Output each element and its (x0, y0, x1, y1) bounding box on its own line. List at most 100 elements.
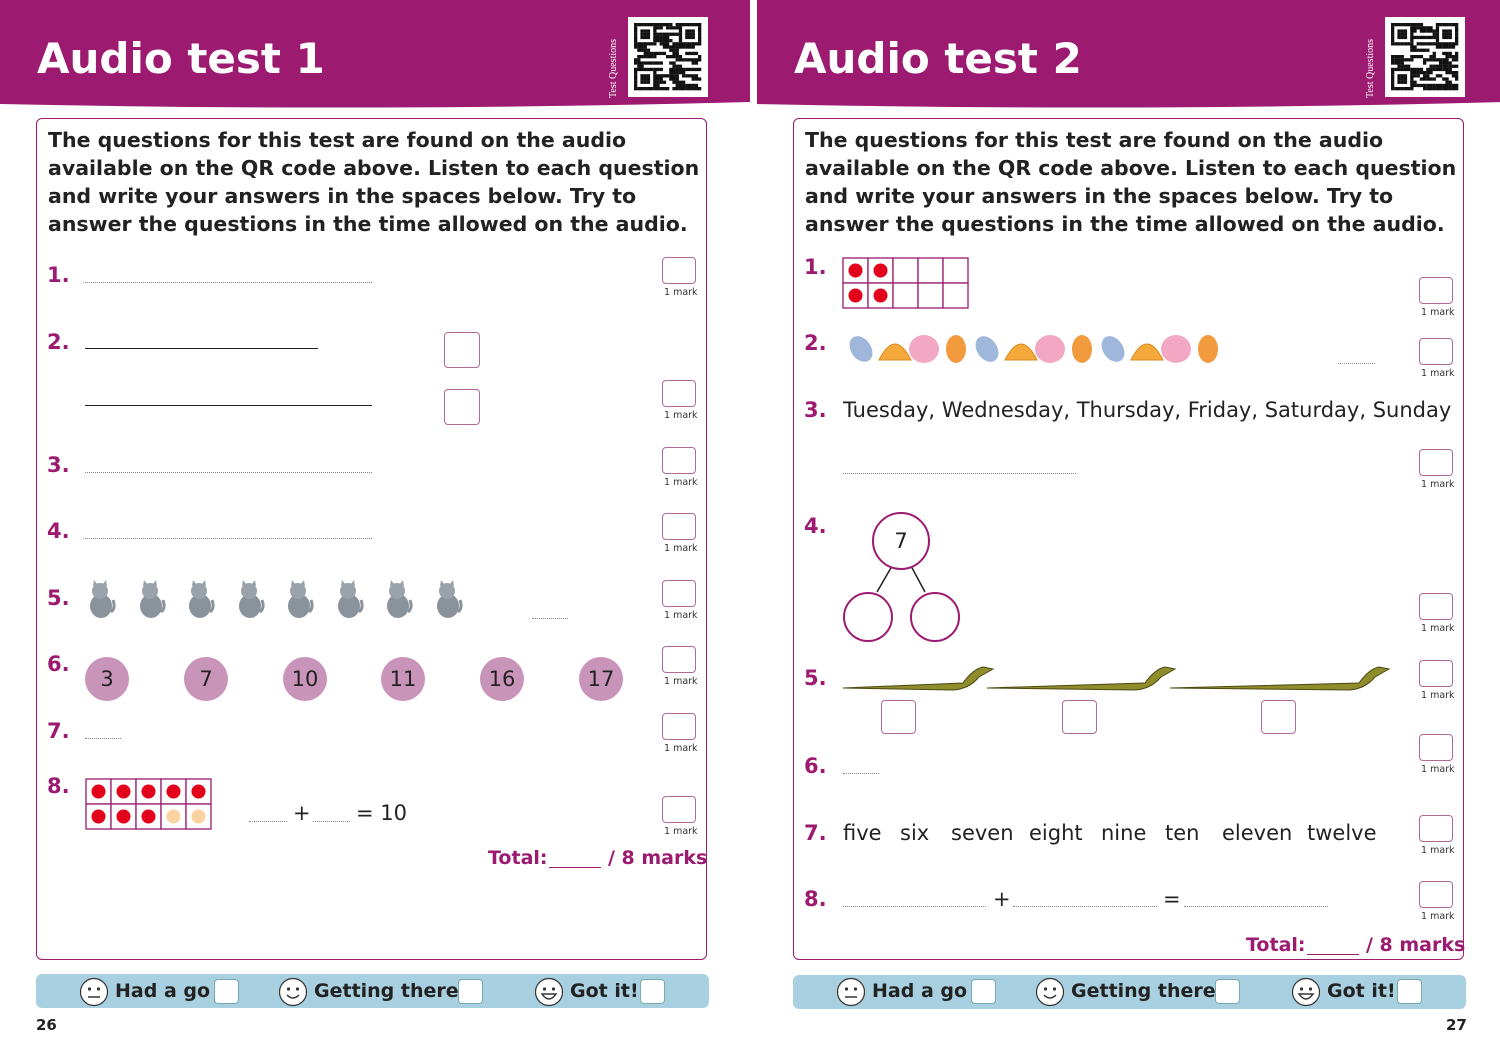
face-icon (1035, 977, 1065, 1007)
cat-icon (436, 580, 463, 618)
total-out-of: / 8 marks (1366, 934, 1466, 956)
shell-icon (909, 335, 939, 363)
number-circle: 16 (480, 657, 524, 701)
shell-icon (945, 335, 966, 363)
number-word: ten (1165, 821, 1200, 845)
bond-number: 7 (894, 529, 908, 553)
total-line (549, 867, 601, 868)
total-line (1307, 954, 1359, 955)
mark-box (1419, 338, 1453, 365)
mark-box (662, 447, 696, 474)
shell-icon (1071, 335, 1092, 363)
face-icon (836, 977, 866, 1007)
answer-line (85, 405, 372, 406)
header-band (757, 0, 1500, 108)
answer-line (85, 282, 372, 283)
number-word: eight (1029, 821, 1083, 845)
shell-icon (877, 343, 912, 361)
shell-icon (849, 336, 873, 362)
answer-line (1338, 363, 1375, 364)
question-number: 1. (47, 263, 70, 287)
mark-box (1419, 660, 1453, 687)
mark-box (662, 380, 696, 407)
number-circle: 3 (85, 657, 129, 701)
page-title: Audio test 2 (794, 34, 1082, 83)
mark-box (1419, 449, 1453, 476)
mark-label: 1 mark (1421, 623, 1455, 634)
instructions: The questions for this test are found on… (805, 128, 1457, 236)
mark-box (662, 646, 696, 673)
mark-label: 1 mark (664, 477, 698, 488)
answer-box (1261, 700, 1296, 734)
mark-label: 1 mark (1421, 764, 1455, 775)
answer-line (249, 821, 287, 822)
number-word: six (900, 821, 930, 845)
question-number: 4. (804, 514, 827, 538)
mark-box (1419, 277, 1453, 304)
question-number: 5. (804, 666, 827, 690)
answer-line (532, 618, 568, 619)
number-word: seven (951, 821, 1014, 845)
equals-text: = (1163, 887, 1181, 911)
face-icon (534, 977, 564, 1007)
qr-code (1385, 17, 1465, 97)
mark-box (1419, 881, 1453, 908)
cat-icon (238, 580, 265, 618)
shell-icon (1161, 335, 1191, 363)
shell-icon (975, 336, 999, 362)
answer-box (881, 700, 916, 734)
rating-checkbox[interactable] (214, 979, 239, 1004)
mark-box (1419, 734, 1453, 761)
rating-checkbox[interactable] (458, 979, 483, 1004)
mark-box (662, 713, 696, 740)
rating-label: Had a go (115, 980, 211, 1002)
rating-checkbox[interactable] (971, 979, 996, 1004)
shell-icon (1197, 335, 1218, 363)
number-word: eleven (1222, 821, 1293, 845)
cat-icon (189, 580, 215, 618)
rating-label: Got it! (570, 980, 639, 1002)
answer-line (85, 472, 372, 473)
answer-line (313, 821, 350, 822)
rating-checkbox[interactable] (1215, 979, 1240, 1004)
cat-icon (337, 580, 364, 618)
mark-box (662, 580, 696, 607)
answer-line (843, 473, 1076, 474)
number-word: twelve (1307, 821, 1377, 845)
page-number: 26 (36, 1016, 57, 1034)
number-circle: 7 (184, 657, 228, 701)
mark-box (662, 513, 696, 540)
instructions: The questions for this test are found on… (48, 128, 700, 236)
mark-label: 1 mark (664, 743, 698, 754)
qr-code (628, 17, 708, 97)
page-number: 27 (1446, 1016, 1467, 1034)
side-label: Test Questions (1365, 38, 1376, 98)
question-number: 3. (47, 453, 70, 477)
mark-label: 1 mark (664, 543, 698, 554)
cat-icon (90, 580, 116, 618)
rating-checkbox[interactable] (640, 979, 665, 1004)
question-number: 2. (804, 331, 827, 355)
mark-label: 1 mark (1421, 911, 1455, 922)
mark-label: 1 mark (664, 610, 698, 621)
face-icon (278, 977, 308, 1007)
rating-checkbox[interactable] (1397, 979, 1422, 1004)
mark-box (662, 257, 696, 284)
answer-line (843, 906, 986, 907)
question-number: 5. (47, 586, 70, 610)
answer-line (1184, 906, 1328, 907)
mark-box (1419, 593, 1453, 620)
cat-icon (288, 580, 314, 618)
answer-line (85, 738, 121, 739)
total-label: Total: (488, 847, 548, 869)
shell-icon (1003, 343, 1038, 361)
question-number: 8. (47, 774, 70, 798)
question-number: 7. (47, 719, 70, 743)
question-number: 4. (47, 519, 70, 543)
plus-sign: + (293, 801, 311, 825)
answer-line (85, 348, 318, 349)
snake-icon (987, 666, 1177, 691)
total-out-of: / 8 marks (608, 847, 708, 869)
question-number: 1. (804, 255, 827, 279)
